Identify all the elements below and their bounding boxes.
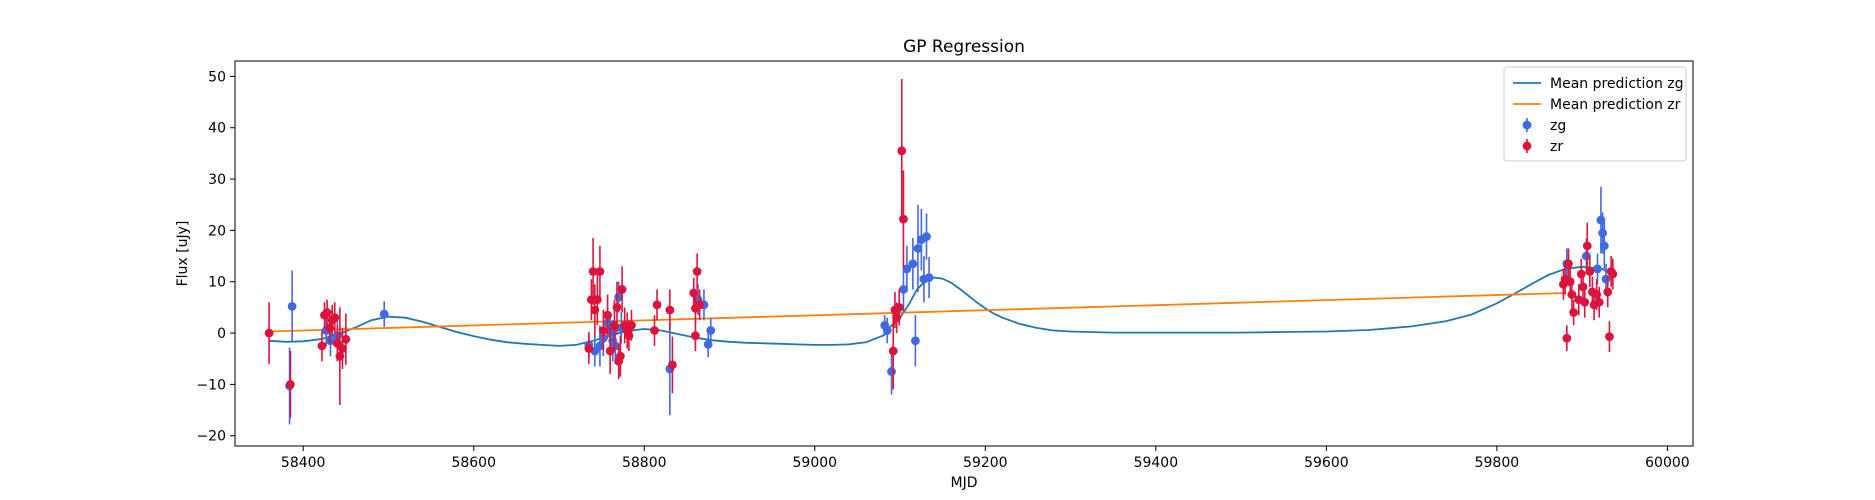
legend-marker-zr: [1522, 141, 1532, 151]
data-point-zr: [330, 313, 340, 323]
data-point-zg: [595, 341, 605, 351]
legend-label-mean-prediction-zr: Mean prediction zr: [1550, 97, 1681, 113]
data-point-zr: [612, 303, 622, 312]
data-point-zr: [341, 334, 351, 344]
data-point-zg: [911, 336, 920, 346]
data-point-zr: [615, 351, 625, 361]
data-point-zr: [592, 295, 602, 305]
data-point-zr: [1567, 290, 1577, 299]
data-point-zg: [908, 259, 918, 269]
y-tick-label: −10: [196, 377, 226, 393]
data-point-zg: [1598, 228, 1608, 238]
x-tick-label: 59600: [1304, 455, 1349, 471]
data-point-zr: [1603, 287, 1613, 297]
data-point-zr: [691, 331, 700, 341]
data-point-zr: [338, 344, 347, 353]
data-point-zg: [882, 326, 892, 335]
data-point-zr: [692, 267, 702, 276]
legend-marker-zg: [1522, 120, 1532, 130]
y-tick-label: 40: [208, 121, 226, 137]
legend-box: [1503, 66, 1687, 162]
data-point-zr: [689, 288, 699, 298]
x-tick-label: 59800: [1475, 455, 1520, 471]
data-point-zg: [902, 264, 912, 274]
x-axis-label: MJD: [951, 475, 978, 491]
data-point-zg: [924, 273, 934, 283]
x-tick-label: 60000: [1645, 455, 1690, 471]
x-tick-label: 58600: [451, 455, 496, 471]
y-tick-label: 20: [208, 223, 226, 239]
data-point-zg: [899, 285, 908, 294]
data-point-zr: [605, 346, 615, 356]
series-line-mean-prediction-zg: [269, 265, 1613, 347]
data-point-zr: [1605, 332, 1614, 342]
data-point-zr: [1576, 269, 1586, 279]
data-point-zr: [668, 360, 677, 370]
data-point-zr: [588, 267, 598, 276]
legend-label-mean-prediction-zg: Mean prediction zg: [1550, 76, 1684, 92]
data-point-zr: [317, 341, 327, 351]
data-point-zr: [584, 344, 594, 353]
data-point-zr: [627, 320, 636, 330]
data-point-zr: [652, 300, 662, 310]
data-point-zg: [379, 309, 389, 319]
data-point-zr: [1578, 282, 1588, 292]
data-point-zr: [1565, 277, 1575, 287]
legend-label-zr: zr: [1550, 139, 1563, 155]
data-point-zr: [1562, 333, 1572, 343]
data-point-zr: [1594, 297, 1604, 307]
x-tick-label: 59400: [1134, 455, 1179, 471]
y-tick-label: 50: [208, 69, 226, 85]
data-point-zg: [922, 232, 931, 241]
y-axis-label: Flux [uJy]: [175, 221, 191, 287]
x-tick-label: 58400: [281, 455, 326, 471]
data-point-zr: [899, 214, 908, 224]
data-point-zg: [1582, 251, 1591, 261]
data-point-zg: [1599, 241, 1609, 251]
plot-frame: [234, 60, 1694, 447]
data-point-zr: [1585, 267, 1595, 276]
data-point-zg: [326, 336, 335, 346]
data-point-zr: [1564, 259, 1573, 269]
y-tick-label: 30: [208, 172, 226, 188]
data-point-zr: [617, 285, 627, 294]
data-point-zg: [1593, 264, 1602, 274]
legend-label-zg: zg: [1550, 118, 1566, 134]
data-point-zr: [1580, 297, 1590, 307]
data-point-zr: [888, 346, 898, 356]
data-point-zr: [650, 326, 659, 335]
series-line-mean-prediction-zr: [269, 292, 1566, 333]
x-tick-label: 59000: [793, 455, 838, 471]
data-point-zr: [595, 267, 605, 276]
data-point-zr: [1582, 241, 1592, 251]
data-point-zr: [603, 310, 612, 320]
data-point-zr: [598, 326, 608, 335]
data-point-zr: [264, 328, 274, 338]
y-tick-label: −20: [196, 429, 226, 445]
y-tick-label: 0: [217, 326, 226, 342]
data-point-zr: [1608, 269, 1618, 279]
data-point-zr: [286, 380, 295, 389]
data-point-zg: [887, 367, 896, 376]
data-point-zr: [894, 303, 904, 312]
data-point-zr: [1569, 308, 1579, 317]
data-point-zg: [706, 326, 716, 335]
y-tick-label: 10: [208, 275, 226, 291]
chart-title: GP Regression: [903, 37, 1025, 57]
x-tick-label: 59200: [963, 455, 1008, 471]
data-point-zr: [897, 146, 907, 156]
data-point-zr: [695, 300, 705, 310]
data-point-zg: [287, 301, 297, 311]
data-point-zg: [913, 243, 923, 253]
data-point-zr: [665, 305, 675, 315]
x-tick-label: 58800: [622, 455, 667, 471]
